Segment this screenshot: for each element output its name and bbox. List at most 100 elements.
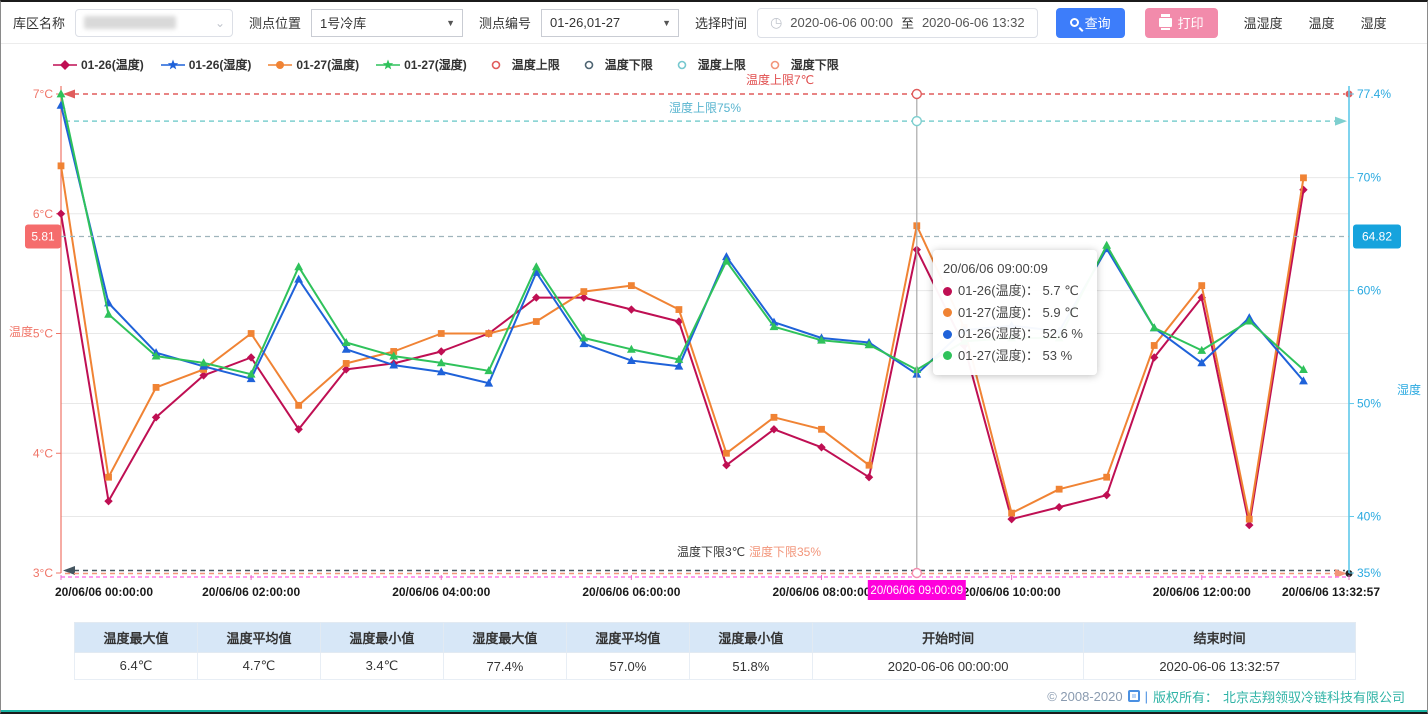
stats-table: 温度最大值 温度平均值 温度最小值 湿度最大值 湿度平均值 湿度最小值 开始时间 结束时间 6… [74, 622, 1356, 680]
legend-item-4[interactable]: 温度上限 [484, 56, 560, 73]
link-icon [1127, 690, 1140, 702]
tooltip-row: 01-27(湿度)： 53 % [943, 345, 1083, 366]
select-arrow-icon: ▼ [446, 17, 456, 28]
copyright-text: © 2008-2020 [1047, 688, 1123, 704]
svg-text:64.82: 64.82 [1362, 230, 1392, 244]
legend-marker-icon [268, 60, 293, 69]
stats-header-cell: 开始时间 [811, 622, 1085, 653]
legend-marker-icon [677, 60, 687, 69]
legend-item-1[interactable]: 01-26(湿度) [160, 56, 251, 73]
tooltip-series-value: 01-26(温度)： 5.7 ℃ [958, 283, 1079, 299]
series-01-26(湿度) [56, 100, 1308, 387]
hum-axis-tick: 35% [1357, 566, 1381, 580]
print-button[interactable]: 打印 [1144, 7, 1218, 38]
chart-svg: 温度上限7℃ 湿度上限75% 温度下限3℃ 湿度下限35% 7°C 6°C 5°C 4°C 3°… [9, 72, 1421, 600]
tab-temp-humidity[interactable]: 温湿度 [1243, 16, 1283, 31]
limit-label-0: 温度上限7℃ [746, 72, 814, 87]
stats-header-cell: 湿度平均值 [565, 622, 690, 653]
time-range-input[interactable]: ◷ 2020-06-06 00:00 至 2020-06-06 13:32 [757, 7, 1038, 38]
query-button[interactable]: 查询 [1055, 7, 1125, 38]
x-axis-labels: 20/06/06 00:00:00 20/06/06 02:00:00 20/06/… [55, 575, 1380, 600]
toolbar: 库区名称 ⌄ 测点位置 1号冷库 ▼ 测点编号 01-26,01-27 ▼ 选择… [1, 2, 1427, 44]
legend-marker-icon [160, 59, 185, 69]
select-arrow-icon: ▼ [662, 17, 672, 28]
rights-label: 版权所有： [1152, 689, 1218, 705]
location-label: 测点位置 [249, 16, 302, 31]
tooltip-series-value: 01-26(湿度)： 52.6 % [958, 326, 1083, 342]
x-tick-label: 20/06/06 00:00:00 [55, 585, 153, 599]
legend-item-label: 湿度上限 [697, 58, 746, 72]
stats-header-cell: 温度最小值 [319, 622, 444, 653]
legend-item-label: 温度上限 [511, 58, 560, 72]
crosshair: 5.81 64.82 [25, 88, 1401, 579]
limit-label-3: 湿度下限35% [749, 544, 821, 559]
x-tick-label: 20/06/06 08:00:00 [772, 585, 870, 599]
hum-axis-name: 湿度 [1397, 382, 1421, 397]
chart-legend: 01-26(温度) 01-26(湿度) 01-27(温度) 01-27(湿度) 温度上限… [53, 56, 839, 73]
tooltip-series-value: 01-27(湿度)： 53 % [958, 347, 1073, 363]
stats-value-cell: 51.8% [688, 652, 813, 680]
legend-marker-icon [53, 59, 77, 70]
hum-axis-tick: 60% [1357, 284, 1381, 298]
search-icon [1069, 18, 1079, 27]
tab-temperature[interactable]: 温度 [1308, 16, 1335, 31]
legend-item-0[interactable]: 01-26(温度) [53, 56, 144, 73]
hum-axis-tick: 77.4% [1357, 87, 1391, 101]
hum-axis-tick: 50% [1357, 397, 1381, 411]
temp-axis-tick: 7°C [33, 87, 53, 101]
stats-value-row: 6.4℃ 4.7℃ 3.4℃ 77.4% 57.0% 51.8% 2020-06-06 00… [74, 652, 1356, 680]
point-value: 01-26,01-27 [550, 15, 621, 30]
temp-pointer-badge [25, 224, 61, 249]
legend-item-3[interactable]: 01-27(湿度) [376, 56, 467, 73]
temp-axis-tick: 6°C [33, 207, 53, 221]
legend-item-2[interactable]: 01-27(温度) [268, 56, 359, 73]
legend-item-label: 01-26(温度) [81, 58, 144, 72]
footer: © 2008-2020 | 版权所有： 北京志翔领驭冷链科技有限公司 [1, 682, 1427, 712]
tooltip-row: 01-26(温度)： 5.7 ℃ [943, 280, 1083, 301]
stats-value-cell: 2020-06-06 00:00:00 [811, 652, 1085, 680]
point-label: 测点编号 [479, 16, 532, 31]
stats-header-cell: 温度平均值 [196, 622, 321, 653]
legend-item-5[interactable]: 温度下限 [577, 56, 653, 73]
hum-axis-tick: 40% [1357, 510, 1381, 524]
legend-item-label: 01-27(温度) [296, 58, 360, 72]
stats-value-cell: 2020-06-06 13:32:57 [1083, 652, 1356, 680]
tab-humidity[interactable]: 湿度 [1360, 16, 1387, 31]
printer-icon [1158, 14, 1172, 30]
stats-header-row: 温度最大值 温度平均值 温度最小值 湿度最大值 湿度平均值 湿度最小值 开始时间 结束时间 [74, 622, 1356, 653]
hum-axis-tick: 70% [1357, 171, 1381, 185]
tooltip-title: 20/06/06 09:00:09 [943, 261, 1048, 276]
svg-text:5.81: 5.81 [31, 230, 55, 244]
x-tick-label: 20/06/06 12:00:00 [1153, 585, 1251, 599]
time-separator: 至 [900, 16, 914, 31]
chevron-down-icon: ⌄ [214, 15, 226, 30]
query-button-label: 查询 [1084, 16, 1111, 31]
warehouse-select[interactable]: ⌄ [75, 8, 234, 37]
legend-item-6[interactable]: 湿度上限 [670, 56, 746, 73]
x-tick-label: 20/06/06 06:00:00 [582, 585, 680, 599]
legend-marker-icon [491, 60, 501, 69]
x-tick-label: 20/06/06 02:00:00 [202, 585, 300, 599]
legend-marker-icon [376, 59, 401, 69]
location-select[interactable]: 1号冷库 ▼ [311, 8, 464, 37]
tooltip-series-dot [943, 286, 952, 296]
print-button-label: 打印 [1177, 16, 1204, 31]
stats-header-cell: 温度最大值 [74, 622, 198, 653]
legend-item-7[interactable]: 湿度下限 [763, 56, 839, 73]
svg-text:20/06/06 09:00:09: 20/06/06 09:00:09 [870, 585, 963, 597]
time-end-value: 2020-06-06 13:32 [921, 15, 1025, 30]
temp-axis-tick: 3°C [33, 566, 53, 580]
stats-value-cell: 3.4℃ [319, 652, 444, 680]
limit-label-2: 温度下限3℃ [677, 544, 745, 559]
legend-item-label: 湿度下限 [790, 58, 839, 72]
stats-value-cell: 77.4% [442, 652, 567, 680]
time-start-value: 2020-06-06 00:00 [790, 15, 893, 30]
company-name: 北京志翔领驭冷链科技有限公司 [1222, 689, 1405, 705]
point-select[interactable]: 01-26,01-27 ▼ [541, 8, 680, 37]
warehouse-label: 库区名称 [13, 16, 66, 31]
legend-item-label: 温度下限 [604, 58, 653, 72]
hum-pointer-badge [1353, 224, 1401, 249]
legend-item-label: 01-27(湿度) [404, 58, 467, 72]
